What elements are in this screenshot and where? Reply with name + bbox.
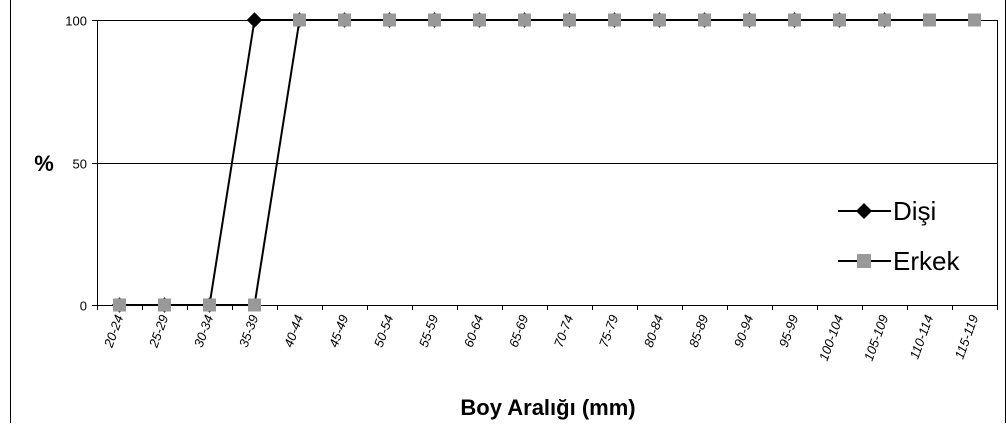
x-tick-label: 65-69 — [506, 313, 531, 349]
y-tick-label: 0 — [80, 299, 87, 314]
legend-item: Erkek — [838, 246, 960, 276]
series-0 — [111, 12, 893, 313]
x-tick-label: 30-34 — [191, 313, 216, 349]
data-point-square — [293, 13, 306, 27]
x-tick-label: 105-109 — [861, 313, 891, 363]
x-tick-label: 45-49 — [326, 313, 351, 349]
x-tick-label: 60-64 — [461, 313, 486, 349]
data-point-square — [653, 13, 666, 27]
data-point-square — [923, 13, 936, 27]
x-tick-label: 35-39 — [236, 313, 261, 349]
series-line — [119, 19, 885, 306]
x-tick-label: 50-54 — [371, 313, 396, 349]
data-point-square — [833, 13, 846, 27]
data-point-square — [743, 13, 756, 27]
data-point-square — [338, 13, 351, 27]
data-point-square — [203, 298, 216, 312]
data-point-square — [608, 13, 621, 27]
series — [111, 12, 981, 313]
y-tick-label: 50 — [73, 157, 87, 172]
x-tick-label: 80-84 — [641, 313, 666, 349]
legend-marker-square — [857, 254, 871, 268]
series-1 — [113, 13, 981, 312]
data-point-square — [968, 13, 981, 27]
data-point-square — [788, 13, 801, 27]
data-point-square — [113, 298, 126, 312]
x-tick-label: 95-99 — [776, 313, 801, 349]
data-point-square — [383, 13, 396, 27]
data-point-square — [518, 13, 531, 27]
x-tick-label: 85-89 — [686, 313, 711, 349]
x-tick-label: 110-114 — [907, 313, 937, 361]
legend-item: Dişi — [838, 196, 936, 226]
legend: Dişi Erkek — [838, 196, 960, 276]
x-tick-label: 20-24 — [101, 313, 127, 350]
data-point-square — [248, 298, 261, 312]
data-point-diamond — [246, 12, 263, 28]
x-tick-label: 25-29 — [146, 313, 172, 350]
data-point-square — [698, 13, 711, 27]
y-axis-label: % — [34, 151, 54, 176]
legend-label: Erkek — [893, 246, 960, 276]
x-tick-label: 55-59 — [416, 313, 441, 349]
y-tick-label: 100 — [65, 14, 87, 29]
data-point-square — [158, 298, 171, 312]
legend-label: Dişi — [893, 196, 936, 226]
x-tick-label: 100-104 — [816, 313, 846, 363]
x-tick-label: 115-119 — [952, 313, 982, 361]
legend-marker-diamond — [856, 203, 872, 219]
series-line — [119, 19, 975, 306]
data-point-square — [473, 13, 486, 27]
gridlines — [97, 20, 997, 164]
tick-labels: 0 50 100 20-24 25-29 30-34 35-39 40-44 45-49 50-5… — [65, 14, 981, 363]
data-point-square — [878, 13, 891, 27]
x-axis-label: Boy Aralığı (mm) — [460, 395, 635, 420]
x-tick-label: 70-74 — [551, 313, 576, 349]
x-tick-label: 90-94 — [731, 313, 756, 349]
data-point-square — [563, 13, 576, 27]
x-tick-label: 75-79 — [596, 313, 621, 349]
x-tick-label: 40-44 — [281, 313, 306, 349]
data-point-square — [428, 13, 441, 27]
